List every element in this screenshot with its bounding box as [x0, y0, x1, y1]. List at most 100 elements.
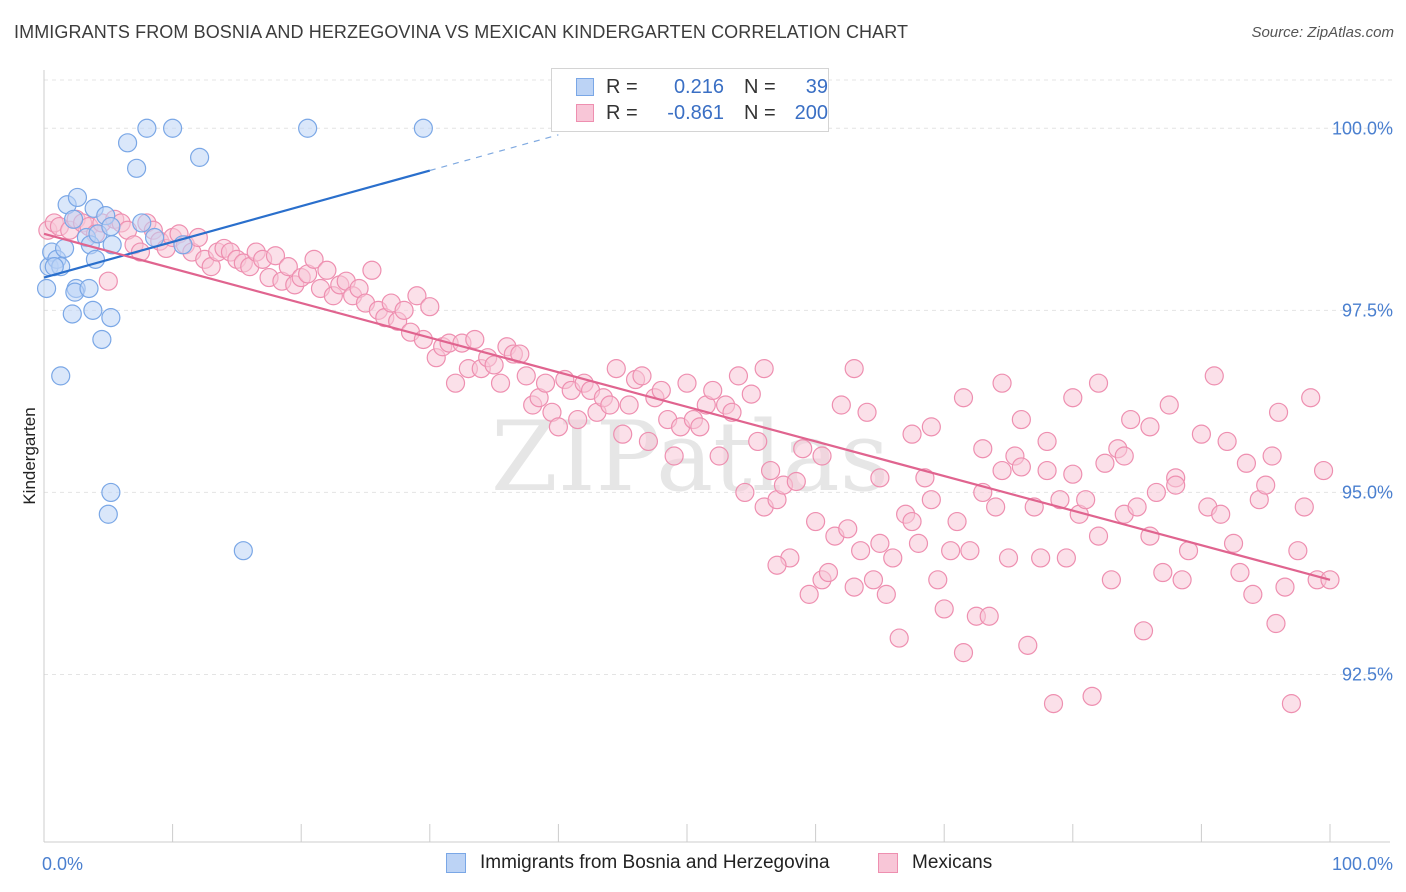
mexican-point [979, 606, 999, 626]
bosnia-point [298, 118, 318, 138]
mexican-point [1153, 562, 1173, 583]
mexican-point [1101, 570, 1121, 590]
mexican-point [548, 417, 569, 437]
mexican-point [1037, 431, 1057, 452]
data-points [36, 118, 1340, 714]
mexican-point [1056, 548, 1076, 568]
mexican-point [863, 570, 884, 590]
mexican-point [317, 260, 337, 280]
mexican-point [844, 577, 864, 597]
mexican-point [844, 359, 864, 379]
n-label: N = [744, 101, 776, 124]
mexican-point [1063, 464, 1083, 484]
mexican-point [851, 541, 871, 561]
mexican-point [1095, 453, 1115, 473]
x-tick-label-right: 100.0% [1332, 854, 1393, 874]
mexican-point [818, 562, 839, 583]
x-tick-labels: 0.0% 100.0% [42, 854, 1393, 874]
mexican-point [947, 511, 967, 532]
bosnia-point [233, 541, 253, 561]
mexican-point [934, 599, 954, 619]
mexican-point [793, 439, 813, 459]
mexican-point [748, 431, 768, 452]
mexican-point [1230, 562, 1250, 583]
mexican-point [651, 380, 671, 401]
mexican-point [619, 395, 639, 415]
mexican-point [812, 446, 832, 466]
mexican-point [1043, 694, 1064, 714]
mexican-point [98, 271, 118, 291]
bosnia-point [144, 227, 165, 248]
mexican-point [741, 384, 761, 404]
mexican-point [606, 359, 626, 379]
mexican-point [510, 344, 530, 364]
bosnia-point [101, 482, 121, 503]
mexican-point [1281, 694, 1302, 714]
mexican-point [1076, 490, 1096, 510]
mexican-point [928, 570, 948, 590]
mexican-point [760, 460, 781, 481]
mexican-point [889, 628, 909, 648]
mexican-point [394, 300, 414, 320]
mexican-point [278, 257, 298, 277]
stats-legend: R = 0.216 N = 39 R = -0.861 N = 200 [551, 68, 829, 132]
mexican-point [1088, 373, 1109, 393]
y-tick-labels: 100.0% 97.5% 95.0% 92.5% [1332, 118, 1393, 684]
mexican-point [973, 439, 993, 459]
mexican-point [960, 541, 980, 561]
mexican-point [1082, 686, 1102, 706]
mexican-point [1211, 504, 1231, 524]
mexican-point [465, 329, 485, 350]
mexican-point [1050, 490, 1070, 510]
mexican-point [908, 533, 929, 553]
mexican-point [362, 260, 382, 280]
mexican-point [1063, 388, 1083, 408]
mexican-point [703, 380, 723, 401]
mexican-point [1288, 541, 1308, 561]
trend-lines [43, 134, 1331, 581]
stats-row-bosnia: R = 0.216 N = 39 [576, 74, 828, 100]
mexican-point [870, 533, 890, 553]
mexican-point [516, 366, 536, 386]
axes [43, 70, 1390, 843]
bosnia-point [36, 278, 57, 299]
mexican-point [535, 373, 556, 393]
mexican-point [632, 366, 652, 386]
y-tick-label: 100.0% [1332, 118, 1393, 138]
mexican-point [941, 541, 961, 561]
bosnia-point [63, 209, 84, 229]
mexican-trend-line [43, 232, 1331, 581]
mexican-point [921, 417, 941, 437]
mexican-point [754, 359, 774, 379]
chart-title: IMMIGRANTS FROM BOSNIA AND HERZEGOVINA V… [14, 22, 909, 42]
mexican-point [1275, 577, 1295, 597]
mexican-point [1114, 446, 1134, 466]
mexican-point [902, 424, 922, 444]
mexican-point [857, 402, 877, 422]
bosnia-point [126, 158, 147, 178]
y-tick-label: 92.5% [1342, 664, 1393, 684]
mexican-point [1266, 613, 1286, 634]
bosnia-point [413, 118, 433, 138]
mexican-point [1294, 497, 1314, 517]
legend-label-bosnia: Immigrants from Bosnia and Herzegovina [480, 852, 830, 873]
bosnia-point [132, 213, 152, 233]
mexican-point [1140, 417, 1160, 437]
mexican-point [1018, 635, 1038, 655]
mexican-point [1191, 424, 1212, 444]
bosnia-point [92, 329, 112, 350]
mexican-point [883, 548, 903, 568]
mexican-point [304, 249, 324, 269]
mexican-point [1217, 431, 1237, 452]
bosnia-point [79, 278, 99, 299]
mexican-point [1166, 475, 1186, 495]
mexican-point [1204, 366, 1224, 386]
legend-item-bosnia: Immigrants from Bosnia and Herzegovina [446, 852, 830, 874]
bosnia-trend-line [43, 169, 431, 279]
mexican-point [130, 242, 151, 262]
mexican-point [1223, 533, 1244, 553]
mexican-point [664, 446, 684, 466]
mexican-point [870, 468, 890, 488]
mexican-point [838, 519, 858, 539]
